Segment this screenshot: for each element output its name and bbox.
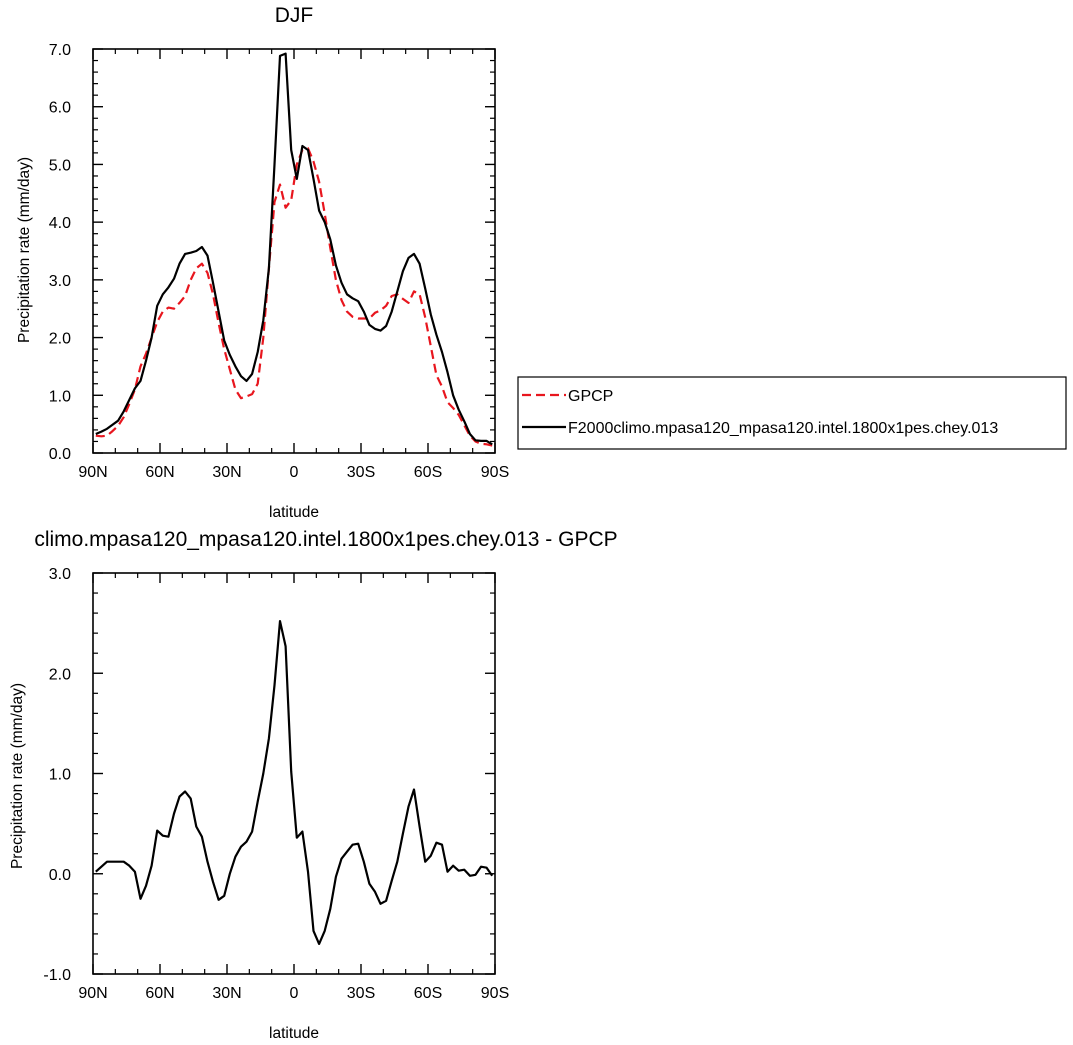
x-tick-label: 60N bbox=[145, 985, 174, 1002]
y-tick-label: 2.0 bbox=[49, 331, 71, 348]
y-tick-label: 0.0 bbox=[49, 867, 71, 884]
x-tick-label: 60N bbox=[145, 464, 174, 481]
plot-frame bbox=[92, 48, 496, 454]
x-tick-label: 60S bbox=[414, 985, 442, 1002]
x-tick-label: 90N bbox=[78, 985, 107, 1002]
x-tick-label: 30N bbox=[212, 985, 241, 1002]
series-line-difference bbox=[95, 619, 494, 946]
x-tick-label: 90N bbox=[78, 464, 107, 481]
x-tick-label: 60S bbox=[414, 464, 442, 481]
series-line-gpcp bbox=[95, 147, 493, 447]
y-tick-label: 3.0 bbox=[49, 566, 71, 583]
y-tick-label: 1.0 bbox=[49, 767, 71, 784]
y-tick-label: 6.0 bbox=[49, 100, 71, 117]
x-tick-label: 30S bbox=[347, 985, 375, 1002]
x-axis-label: latitude bbox=[269, 504, 319, 521]
chart-title: DJF bbox=[275, 4, 314, 27]
plot-frame bbox=[92, 572, 496, 975]
x-tick-label: 90S bbox=[481, 985, 509, 1002]
y-tick-label: -1.0 bbox=[43, 967, 71, 984]
x-tick-label: 90S bbox=[481, 464, 509, 481]
x-tick-label: 30N bbox=[212, 464, 241, 481]
series-line-f2000climo-mpasa120-mpasa120-intel-1800x1pes-chey-013 bbox=[95, 52, 493, 446]
precipitation-chart-djf: DJF Precipitation rate (mm/day) latitude… bbox=[16, 4, 509, 521]
x-axis-label: latitude bbox=[269, 1025, 319, 1042]
y-tick-label: 1.0 bbox=[49, 388, 71, 405]
y-tick-label: 2.0 bbox=[49, 666, 71, 683]
legend-label-model: F2000climo.mpasa120_mpasa120.intel.1800x… bbox=[568, 420, 998, 437]
x-tick-label: 0 bbox=[290, 464, 299, 481]
x-tick-label: 0 bbox=[290, 985, 299, 1002]
y-tick-label: 0.0 bbox=[49, 446, 71, 463]
legend-label-gpcp: GPCP bbox=[568, 388, 613, 405]
y-axis-label: Precipitation rate (mm/day) bbox=[9, 683, 26, 869]
chart-title: climo.mpasa120_mpasa120.intel.1800x1pes.… bbox=[34, 528, 617, 551]
y-axis-label: Precipitation rate (mm/day) bbox=[16, 157, 33, 343]
y-tick-label: 7.0 bbox=[49, 42, 71, 59]
y-tick-label: 3.0 bbox=[49, 273, 71, 290]
difference-chart: climo.mpasa120_mpasa120.intel.1800x1pes.… bbox=[9, 528, 618, 1042]
legend: GPCP F2000climo.mpasa120_mpasa120.intel.… bbox=[517, 376, 1067, 450]
legend-frame bbox=[517, 376, 1067, 450]
y-tick-label: 5.0 bbox=[49, 157, 71, 174]
y-tick-label: 4.0 bbox=[49, 215, 71, 232]
x-tick-label: 30S bbox=[347, 464, 375, 481]
